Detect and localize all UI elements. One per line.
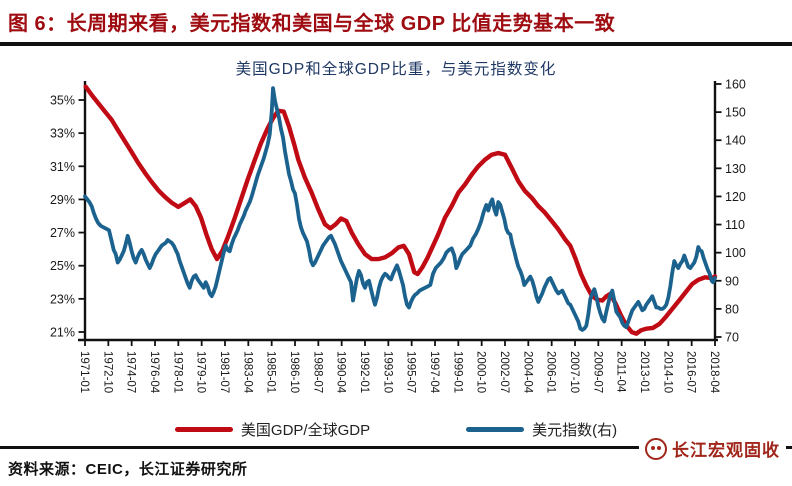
top-divider [0,42,792,46]
brand-mascot-icon [645,437,667,460]
x-tick-label: 1992-01 [358,351,370,393]
left-tick-label: 35% [50,94,75,108]
left-tick-label: 33% [50,127,75,141]
brand-logo: 长江宏观固收 [639,435,786,462]
x-tick-label: 2007-10 [568,351,580,393]
right-tick-label: 160 [725,78,746,92]
left-tick-label: 29% [50,193,75,207]
x-tick-label: 2000-10 [475,351,487,393]
x-tick-label: 1978-01 [171,351,183,393]
x-tick-label: 2013-01 [638,351,650,393]
x-tick-label: 1986-10 [288,351,300,393]
x-tick-label: 1971-01 [78,351,90,393]
x-tick-label: 1993-10 [381,351,393,393]
x-tick-label: 2014-10 [661,351,673,393]
right-tick-label: 110 [725,218,745,232]
x-tick-label: 1983-04 [241,351,253,394]
left-tick-label: 21% [50,326,75,340]
right-tick-label: 150 [725,106,746,120]
x-tick-label: 2002-07 [498,351,510,393]
legend-label-us-gdp-share: 美国GDP/全球GDP [240,422,371,439]
right-tick-label: 70 [725,331,739,345]
red-line-marker [174,427,233,432]
legend-item-dollar-index: 美元指数(右) [466,419,617,440]
x-tick-label: 2016-07 [685,351,697,393]
x-tick-label: 1974-07 [125,351,137,393]
dollar-index-line [83,86,717,332]
right-tick-label: 90 [725,274,739,288]
x-tick-label: 2006-01 [545,351,557,393]
left-tick-label: 25% [50,259,75,273]
brand-name: 长江宏观固收 [672,441,780,460]
us-gdp-share-line [83,84,718,336]
x-tick-label: 2004-04 [521,351,533,394]
chart-title: 美国GDP和全球GDP比重，与美元指数变化 [235,61,557,78]
chart-legend: 美国GDP/全球GDP 美元指数(右) [0,419,792,440]
x-tick-label: 1976-04 [148,351,160,394]
legend-item-us-gdp-share: 美国GDP/全球GDP [174,419,371,440]
x-tick-label: 1972-10 [101,351,113,393]
blue-line-marker [466,427,525,432]
right-tick-label: 130 [725,162,746,176]
bottom-divider [0,446,792,449]
figure-title: 图 6：长周期来看，美元指数和美国与全球 GDP 比值走势基本一致 [8,13,616,35]
x-tick-label: 1995-07 [405,351,417,393]
left-tick-label: 27% [50,226,75,240]
x-tick-label: 2018-04 [708,351,720,394]
right-tick-label: 120 [725,190,746,204]
left-tick-label: 31% [50,160,75,174]
x-tick-label: 1981-07 [218,351,230,393]
x-tick-label: 2011-04 [615,351,627,393]
x-tick-label: 2009-07 [591,351,603,393]
x-tick-label: 1999-01 [451,351,463,393]
right-tick-label: 80 [725,302,739,316]
x-tick-label: 1985-01 [265,351,277,393]
right-tick-label: 100 [725,246,746,260]
chart-plot: 35% 33% 31% 29% 27% 25% 23% 21% 160 150 140 130 120 1… [50,78,746,394]
right-tick-label: 140 [725,134,746,148]
x-tick-label: 1997-04 [428,351,440,394]
x-tick-label: 1990-04 [335,351,347,394]
x-tick-label: 1979-10 [195,351,207,393]
legend-label-dollar-index: 美元指数(右) [532,422,618,439]
source-note: 资料来源：CEIC，长江证券研究所 [8,461,248,478]
x-tick-label: 1988-07 [311,351,323,393]
left-tick-label: 23% [50,292,75,306]
